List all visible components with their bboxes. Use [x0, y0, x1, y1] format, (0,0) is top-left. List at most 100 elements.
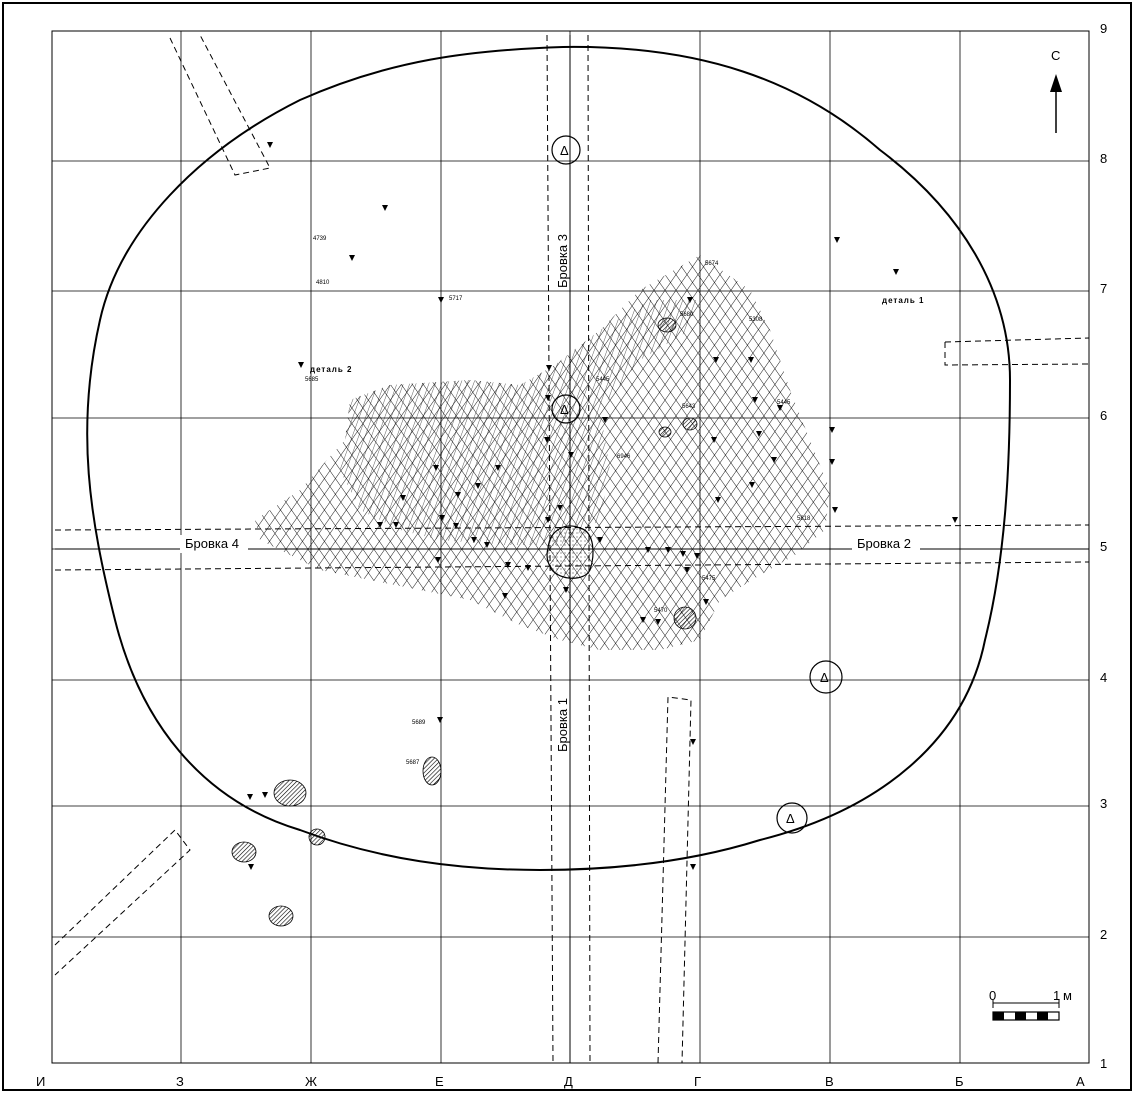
find-marker: [715, 497, 721, 503]
find-marker: [952, 517, 958, 523]
scale-unit: м: [1063, 988, 1072, 1003]
find-marker: [645, 547, 651, 553]
find-marker: [435, 557, 441, 563]
find-marker: [377, 522, 383, 528]
find-marker: [545, 395, 551, 401]
find-number: 5470: [654, 608, 668, 614]
find-marker: [453, 523, 459, 529]
find-marker: [690, 739, 696, 745]
column-label: Г: [694, 1074, 701, 1089]
bavka1-label: Бровка 1: [555, 698, 570, 752]
find-marker: [393, 522, 399, 528]
find-number: 5717: [449, 296, 463, 302]
row-label: 1: [1100, 1056, 1107, 1071]
find-marker: [433, 465, 439, 471]
find-marker: [829, 427, 835, 433]
find-number: 6946: [617, 454, 631, 460]
north-arrow: [1050, 74, 1062, 133]
dwelling-outline: [86, 45, 1012, 872]
find-marker: [832, 507, 838, 513]
find-marker: [655, 619, 661, 625]
find-marker: [687, 297, 693, 303]
find-number: 5445: [777, 400, 791, 406]
bavka2-label: Бровка 2: [857, 536, 911, 551]
find-marker: [505, 562, 511, 568]
find-marker: [438, 297, 444, 303]
find-number: 5308: [749, 317, 763, 323]
find-marker: [893, 269, 899, 275]
find-number: 5475: [702, 576, 716, 582]
row-label: 9: [1100, 21, 1107, 36]
find-marker: [749, 482, 755, 488]
find-marker: [437, 717, 443, 723]
row-labels: 9 8 7 6 5 4 3 2 1: [1100, 21, 1107, 1071]
column-label: А: [1076, 1074, 1085, 1089]
find-marker: [544, 437, 550, 443]
row-label: 4: [1100, 670, 1107, 685]
find-number: 5680: [680, 312, 694, 318]
marker-3: Δ: [820, 670, 829, 685]
find-marker: [400, 495, 406, 501]
find-marker: [665, 547, 671, 553]
floor-area-dense: [340, 300, 700, 545]
find-marker: [546, 365, 552, 371]
find-marker: [703, 599, 709, 605]
find-marker: [752, 397, 758, 403]
find-marker: [690, 864, 696, 870]
find-marker: [557, 505, 563, 511]
find-marker: [455, 492, 461, 498]
find-marker: [267, 142, 273, 148]
scale-bar: [992, 1000, 1060, 1021]
circle-markers: [551, 135, 843, 834]
bavka4-label: Бровка 4: [185, 536, 239, 551]
find-marker: [711, 437, 717, 443]
find-marker: [756, 431, 762, 437]
find-marker: [777, 405, 783, 411]
detail-1-label: деталь 1: [882, 296, 924, 305]
column-label: З: [176, 1074, 184, 1089]
find-marker: [382, 205, 388, 211]
find-number: 5818: [797, 516, 811, 522]
marker-2: Δ: [560, 402, 569, 417]
column-label: Д: [564, 1074, 573, 1089]
find-number: 5445: [596, 377, 610, 383]
find-marker: [349, 255, 355, 261]
find-number: 5685: [305, 377, 319, 383]
column-label: И: [36, 1074, 45, 1089]
find-number: 5689: [412, 720, 426, 726]
find-marker: [568, 452, 574, 458]
find-marker: [694, 553, 700, 559]
column-label: Е: [435, 1074, 444, 1089]
find-marker: [475, 483, 481, 489]
find-marker: [684, 567, 690, 573]
detail-2-label: деталь 2: [310, 365, 352, 374]
find-marker: [713, 357, 719, 363]
find-marker: [680, 551, 686, 557]
column-label: Ж: [305, 1074, 317, 1089]
hearth: [546, 525, 594, 579]
finds-markers: [247, 142, 958, 870]
column-label: В: [825, 1074, 834, 1089]
find-marker: [834, 237, 840, 243]
row-label: 6: [1100, 408, 1107, 423]
find-marker: [563, 587, 569, 593]
pits: [231, 317, 698, 927]
find-number: 5643: [682, 404, 696, 410]
find-number: 5687: [406, 760, 420, 766]
find-marker: [298, 362, 304, 368]
find-marker: [471, 537, 477, 543]
north-label: С: [1051, 48, 1060, 63]
find-marker: [545, 517, 551, 523]
find-marker: [748, 357, 754, 363]
find-marker: [602, 417, 608, 423]
find-marker: [495, 465, 501, 471]
bavka3-label: Бровка 3: [555, 234, 570, 288]
row-label: 8: [1100, 151, 1107, 166]
find-marker: [502, 593, 508, 599]
find-marker: [484, 542, 490, 548]
find-number: 4739: [313, 236, 327, 242]
find-marker: [247, 794, 253, 800]
find-marker: [248, 864, 254, 870]
